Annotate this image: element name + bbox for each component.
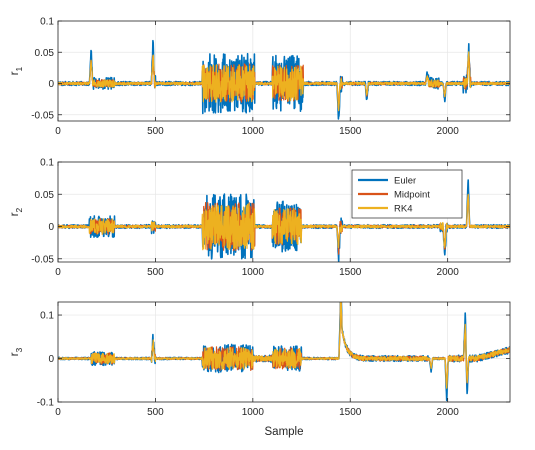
x-tick-label: 0 [55, 407, 61, 418]
legend: Euler Midpoint RK4 [351, 169, 463, 219]
x-tick-label: 500 [147, 267, 164, 278]
axes-box [57, 20, 511, 122]
x-tick-label: 500 [147, 126, 164, 137]
y-tick-label: 0.1 [40, 311, 54, 322]
plot-area [58, 302, 510, 402]
y-axis-label: r2 [9, 207, 24, 216]
x-tick-label: 1000 [242, 267, 265, 278]
legend-label-rk4: RK4 [394, 204, 412, 215]
y-tick-label: 0 [48, 354, 54, 365]
y-tick-label: -0.1 [37, 398, 55, 409]
series-group [58, 39, 510, 120]
y-tick-label: 0.1 [40, 158, 54, 169]
legend-label-midpoint: Midpoint [394, 190, 430, 201]
x-axis-label: Sample [265, 426, 304, 438]
legend-label-euler: Euler [394, 176, 416, 187]
subplot-2: 0 500 1000 1500 2000-0.0500.050.1r2EulerMidp… [9, 158, 511, 278]
axes-box [57, 161, 511, 263]
y-tick-label: 0.05 [35, 48, 55, 59]
series-line-rk4 [58, 302, 510, 389]
x-tick-label: 0 [55, 267, 61, 278]
series-group [58, 179, 510, 262]
series-line-rk4 [58, 193, 510, 251]
y-tick-label: 0 [48, 222, 54, 233]
axes-box [57, 301, 511, 403]
y-tick-label: 0.1 [40, 17, 54, 28]
x-tick-label: 1500 [339, 126, 362, 137]
x-tick-label: 2000 [437, 267, 460, 278]
y-axis-label: r3 [9, 347, 24, 356]
y-tick-label: 0.05 [35, 190, 55, 201]
x-tick-label: 500 [147, 407, 164, 418]
x-tick-label: 1000 [242, 407, 265, 418]
x-tick-label: 0 [55, 126, 61, 137]
y-tick-label: 0 [48, 79, 54, 90]
series-group [58, 302, 510, 402]
x-tick-label: 1500 [339, 407, 362, 418]
x-tick-label: 2000 [437, 126, 460, 137]
series-line-rk4 [58, 51, 510, 112]
y-tick-label: -0.05 [31, 254, 54, 265]
x-tick-label: 2000 [437, 407, 460, 418]
y-tick-label: -0.05 [31, 110, 54, 121]
y-axis-label: r1 [9, 66, 24, 75]
x-tick-label: 1000 [242, 126, 265, 137]
x-tick-label: 1500 [339, 267, 362, 278]
